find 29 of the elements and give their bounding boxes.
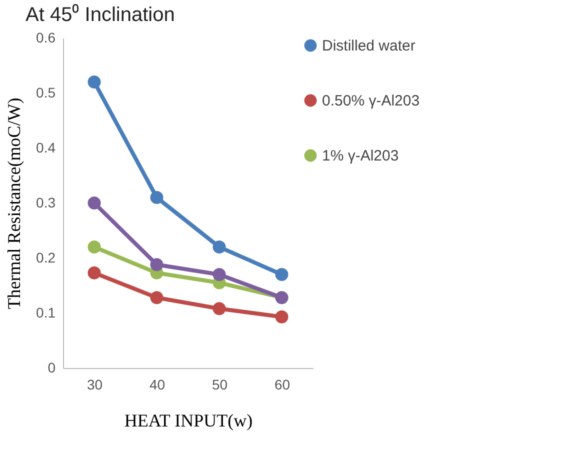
y-tick-label: 0.5 [36,84,56,100]
legend-label: 1% γ-Al203 [322,148,399,164]
x-axis-title: HEAT INPUT(w) [124,410,253,430]
y-tick-label: 0.6 [36,30,56,46]
chart-title: At 45⁰ Inclination [26,3,175,26]
point [88,266,101,280]
y-tick-label: 0.3 [36,194,56,210]
y-tick-label: 0.4 [36,140,56,156]
point [150,258,164,272]
point [275,268,288,282]
x-tick-label: 30 [86,376,103,392]
y-tick-label: 0.2 [36,250,56,266]
point [275,310,288,324]
point [88,196,101,210]
x-tick-label: 40 [149,376,166,392]
point [150,190,164,204]
y-tick-label: 0.1 [36,304,56,320]
x-tick-label: 60 [274,376,290,392]
y-tick-label: 0 [48,360,56,376]
x-tick-label: 50 [212,376,228,392]
point [88,75,101,89]
y-axis-title: Thermal Resistance(moC/W) [4,98,24,310]
point [212,240,226,254]
legend-label: Distilled water [322,38,416,54]
point [212,268,226,282]
point [212,302,226,316]
legend-label: 0.50% γ-Al203 [322,92,420,110]
point [88,240,101,254]
point [150,291,164,304]
